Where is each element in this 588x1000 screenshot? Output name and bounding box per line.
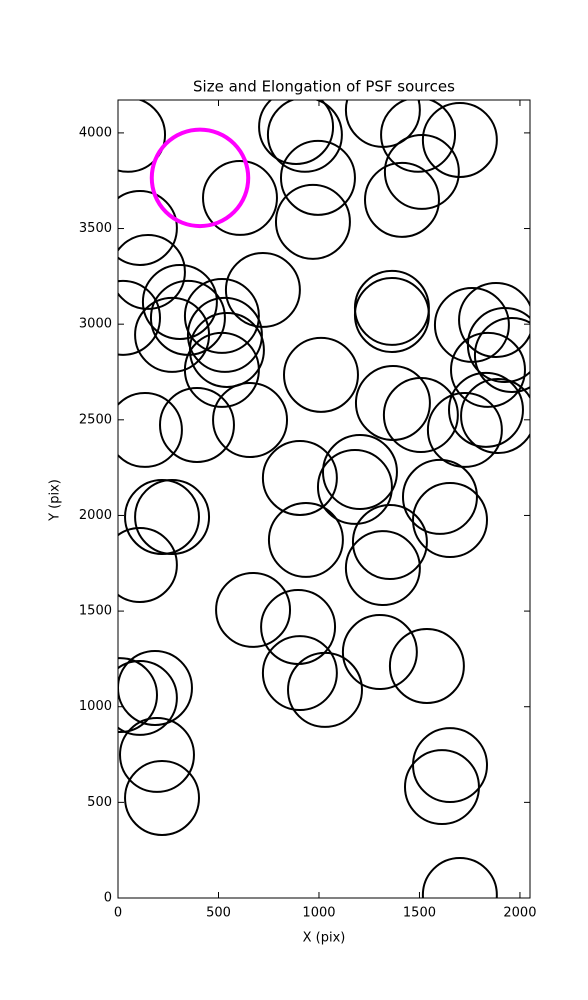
psf-ellipse [283, 336, 359, 413]
psf-ellipse [458, 281, 530, 358]
y-tick-label: 3500 [79, 221, 112, 236]
plot-frame [117, 99, 531, 899]
psf-ellipse [118, 527, 178, 603]
psf-ellipse [341, 614, 418, 690]
psf-ellipse [224, 251, 301, 328]
x-tick-label: 500 [206, 906, 231, 921]
y-tick-label: 2000 [79, 508, 112, 523]
chart-title: Size and Elongation of PSF sources [193, 78, 455, 96]
psf-ellipse [412, 482, 488, 559]
psf-ellipse [450, 331, 526, 408]
psf-ellipse [316, 448, 393, 525]
psf-ellipse [383, 133, 460, 210]
psf-ellipse [287, 651, 363, 728]
psf-ellipse [274, 183, 351, 260]
psf-ellipse [261, 635, 338, 712]
psf-ellipse [118, 279, 161, 356]
psf-ellipse [460, 378, 530, 454]
y-tick-label: 1000 [79, 699, 112, 714]
psf-ellipse [118, 659, 178, 736]
y-tick-label: 0 [104, 891, 112, 906]
x-axis-label: X (pix) [303, 931, 346, 946]
psf-ellipse [186, 296, 263, 373]
psf-ellipse [473, 317, 530, 393]
psf-ellipse [118, 650, 193, 726]
y-tick-label: 500 [87, 795, 112, 810]
psf-ellipse [401, 458, 478, 535]
y-tick-label: 2500 [79, 412, 112, 427]
y-axis-label: Y (pix) [48, 479, 63, 522]
psf-ellipse [118, 391, 183, 468]
psf-ellipse [215, 571, 292, 648]
psf-ellipse [183, 331, 260, 408]
psf-ellipse [149, 127, 251, 229]
psf-ellipse [351, 504, 428, 581]
x-tick-label: 2000 [503, 906, 536, 921]
psf-ellipse [382, 377, 459, 454]
psf-ellipse [266, 100, 343, 173]
x-tick-label: 1500 [403, 906, 436, 921]
psf-ellipse [267, 501, 344, 578]
psf-ellipse [353, 277, 430, 353]
psf-ellipse [321, 434, 398, 511]
psf-ellipse [202, 159, 278, 236]
psf-ellipse [118, 189, 178, 266]
psf-ellipse [344, 530, 421, 607]
psf-ellipse [421, 856, 498, 898]
psf-ellipse [183, 277, 260, 354]
y-tick-label: 4000 [79, 125, 112, 140]
psf-ellipse [363, 161, 440, 238]
psf-ellipse [466, 307, 530, 383]
plot-area [118, 100, 530, 898]
y-tick-label: 1500 [79, 604, 112, 619]
psf-ellipse [118, 657, 158, 734]
psf-ellipse [448, 371, 524, 448]
psf-ellipse [261, 439, 338, 516]
psf-ellipse [279, 139, 356, 216]
psf-ellipse [124, 479, 200, 555]
psf-ellipse [134, 479, 211, 555]
psf-ellipse [380, 100, 457, 173]
x-tick-label: 0 [114, 906, 122, 921]
psf-ellipse [426, 391, 503, 468]
psf-ellipse [118, 100, 167, 173]
psf-ellipse [141, 264, 218, 340]
x-tick-label: 1000 [302, 906, 335, 921]
psf-ellipse [118, 233, 186, 310]
psf-ellipse [124, 759, 200, 836]
psf-ellipse [159, 386, 235, 463]
psf-ellipse [258, 100, 335, 165]
psf-ellipse [403, 749, 480, 826]
psf-ellipse [388, 628, 465, 704]
psf-ellipse [212, 382, 289, 458]
psf-ellipse [119, 716, 195, 793]
psf-ellipse [421, 101, 498, 178]
y-tick-label: 3000 [79, 317, 112, 332]
